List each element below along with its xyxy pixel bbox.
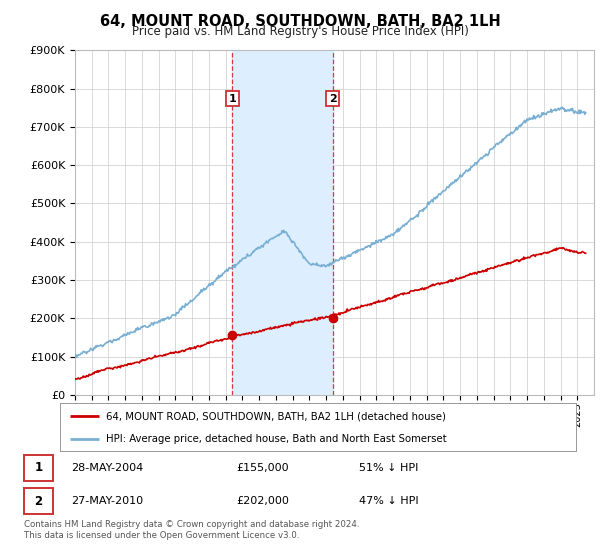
Text: 1: 1 <box>229 94 236 104</box>
FancyBboxPatch shape <box>24 488 53 515</box>
Text: Contains HM Land Registry data © Crown copyright and database right 2024.
This d: Contains HM Land Registry data © Crown c… <box>24 520 359 540</box>
Text: 28-MAY-2004: 28-MAY-2004 <box>71 463 143 473</box>
Text: 51% ↓ HPI: 51% ↓ HPI <box>359 463 418 473</box>
Bar <box>232 50 333 395</box>
Text: 2: 2 <box>329 94 337 104</box>
FancyBboxPatch shape <box>24 455 53 481</box>
Text: 27-MAY-2010: 27-MAY-2010 <box>71 496 143 506</box>
Text: HPI: Average price, detached house, Bath and North East Somerset: HPI: Average price, detached house, Bath… <box>106 434 447 444</box>
Text: 1: 1 <box>34 461 43 474</box>
Text: Price paid vs. HM Land Registry's House Price Index (HPI): Price paid vs. HM Land Registry's House … <box>131 25 469 38</box>
Text: 64, MOUNT ROAD, SOUTHDOWN, BATH, BA2 1LH (detached house): 64, MOUNT ROAD, SOUTHDOWN, BATH, BA2 1LH… <box>106 411 446 421</box>
Text: £155,000: £155,000 <box>236 463 289 473</box>
Text: 47% ↓ HPI: 47% ↓ HPI <box>359 496 418 506</box>
Text: 2: 2 <box>34 494 43 508</box>
Text: £202,000: £202,000 <box>236 496 289 506</box>
Text: 64, MOUNT ROAD, SOUTHDOWN, BATH, BA2 1LH: 64, MOUNT ROAD, SOUTHDOWN, BATH, BA2 1LH <box>100 14 500 29</box>
